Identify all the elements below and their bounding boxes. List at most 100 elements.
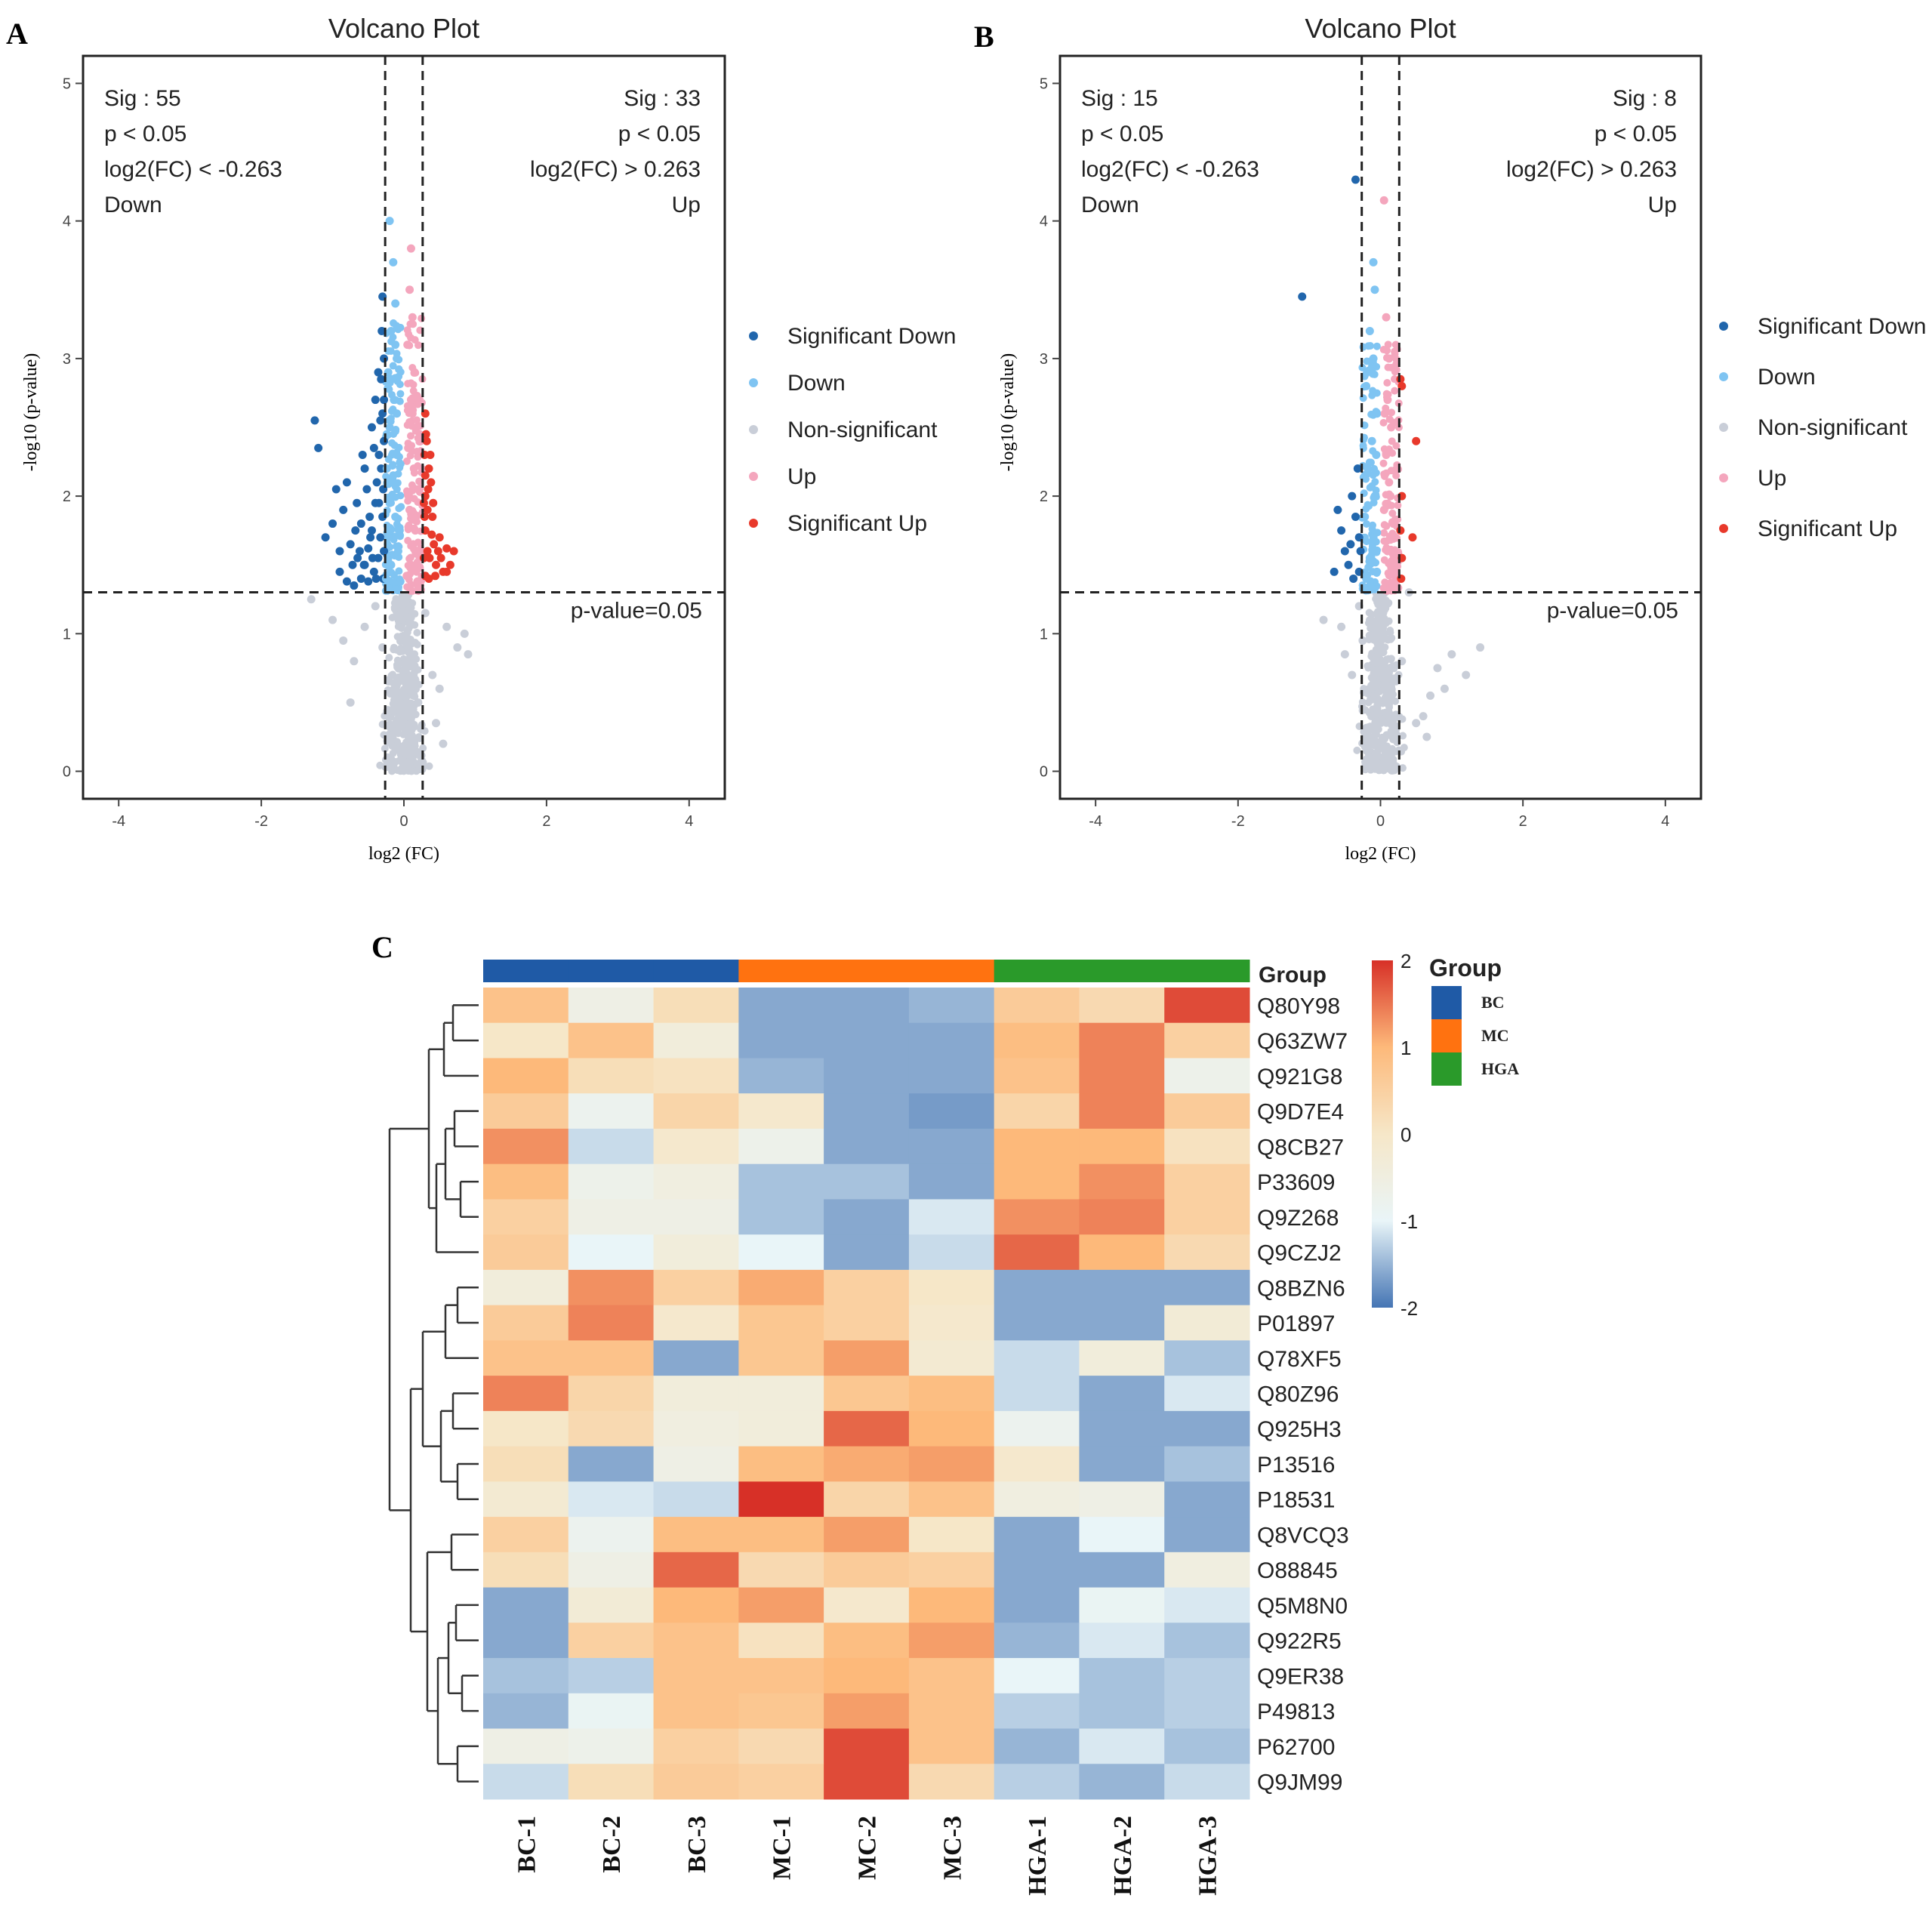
point-significant-down — [369, 567, 378, 576]
point-down — [1369, 521, 1377, 529]
heatmap-cell — [568, 1128, 655, 1165]
series-down — [381, 217, 405, 586]
point-non-significant — [1365, 609, 1373, 617]
point-non-significant — [399, 600, 407, 609]
group-bar-cell — [908, 960, 995, 982]
point-non-significant — [408, 671, 417, 679]
point-up — [1391, 532, 1399, 541]
heatmap-cell — [994, 1376, 1080, 1412]
column-label: BC-3 — [683, 1816, 711, 1873]
heatmap-cell — [994, 1622, 1080, 1659]
heatmap-cell — [824, 1693, 910, 1730]
point-up — [418, 314, 426, 322]
row-label: P62700 — [1257, 1735, 1335, 1760]
point-significant-down — [359, 560, 368, 569]
heatmap-cell — [653, 1446, 739, 1482]
heatmap-cell — [1079, 1340, 1165, 1376]
point-non-significant — [439, 739, 448, 748]
point-non-significant — [453, 643, 462, 652]
point-non-significant — [328, 615, 337, 624]
heatmap-cell — [1164, 1305, 1250, 1341]
heatmap-cell — [738, 1199, 824, 1235]
point-significant-up — [1412, 436, 1421, 445]
colorbar-tick-label: 2 — [1400, 950, 1411, 972]
heatmap-cell — [483, 1693, 569, 1730]
point-up — [408, 540, 418, 549]
heatmap-cell — [483, 1622, 569, 1659]
point-down — [385, 498, 394, 507]
point-up — [1380, 528, 1388, 537]
point-up — [404, 525, 412, 534]
heatmap-cell — [568, 988, 655, 1024]
point-non-significant — [386, 720, 394, 729]
heatmap-cell — [994, 1410, 1080, 1447]
point-significant-down — [374, 498, 384, 507]
heatmap-cell — [483, 1517, 569, 1553]
heatmap-cell — [568, 1446, 655, 1482]
series-significant-down — [310, 292, 389, 590]
heatmap-cell — [1164, 1693, 1250, 1730]
colorbar — [1372, 960, 1393, 1308]
heatmap-cell — [1164, 1587, 1250, 1623]
heatmap-cell — [653, 1587, 739, 1623]
point-non-significant — [1373, 657, 1381, 665]
point-down — [385, 423, 394, 432]
heatmap-cell — [824, 1622, 910, 1659]
heatmap-cell — [738, 1552, 824, 1589]
point-down — [391, 341, 400, 350]
row-dendrogram — [388, 1004, 479, 1783]
heatmap-cell — [1079, 1587, 1165, 1623]
point-down — [391, 299, 400, 308]
column-label: HGA-3 — [1194, 1816, 1222, 1896]
point-non-significant — [402, 713, 411, 721]
point-significant-down — [1337, 526, 1346, 535]
point-significant-down — [364, 544, 373, 553]
heatmap-cell — [1079, 1234, 1165, 1271]
heatmap-cell — [994, 1481, 1080, 1518]
heatmap-cell — [908, 1093, 995, 1129]
point-significant-up — [1396, 526, 1405, 535]
point-down — [1373, 548, 1381, 556]
point-up — [415, 477, 424, 485]
point-up — [1391, 350, 1399, 359]
point-up — [403, 341, 412, 350]
heatmap-cell — [738, 1587, 824, 1623]
heatmap-cell — [568, 1163, 655, 1200]
point-down — [385, 217, 394, 226]
point-up — [405, 285, 414, 294]
point-significant-up — [423, 547, 432, 556]
point-up — [1380, 537, 1388, 545]
legend-label: Non-significant — [787, 418, 938, 442]
point-significant-up — [425, 553, 434, 562]
heatmap-cell — [824, 1269, 910, 1306]
point-non-significant — [339, 636, 348, 645]
legend-label: Significant Down — [787, 324, 956, 349]
row-label: Q8BZN6 — [1257, 1276, 1345, 1301]
heatmap-cell — [483, 1587, 569, 1623]
point-down — [396, 458, 404, 467]
legend-label: Down — [1758, 365, 1816, 390]
point-non-significant — [1364, 619, 1373, 627]
heatmap-cell — [994, 1587, 1080, 1623]
heatmap-cell — [483, 1128, 569, 1165]
point-up — [406, 396, 415, 405]
heatmap-cell — [824, 1163, 910, 1200]
heatmap-cell — [908, 1022, 995, 1059]
point-non-significant — [1353, 746, 1361, 754]
point-non-significant — [1412, 719, 1421, 728]
heatmap-cell — [653, 1269, 739, 1306]
point-non-significant — [405, 766, 413, 774]
x-tick-label: 0 — [399, 813, 408, 830]
point-significant-down — [365, 512, 374, 521]
point-non-significant — [392, 696, 400, 704]
point-down — [381, 574, 390, 583]
annotation-up-line: p < 0.05 — [618, 122, 701, 146]
heatmap-cell — [483, 1764, 569, 1800]
point-significant-down — [380, 396, 389, 405]
point-significant-down — [368, 553, 377, 562]
heatmap-cell — [738, 1693, 824, 1730]
point-non-significant — [425, 762, 433, 770]
point-up — [402, 457, 411, 465]
point-non-significant — [1365, 631, 1373, 639]
heatmap-cell — [824, 1446, 910, 1482]
